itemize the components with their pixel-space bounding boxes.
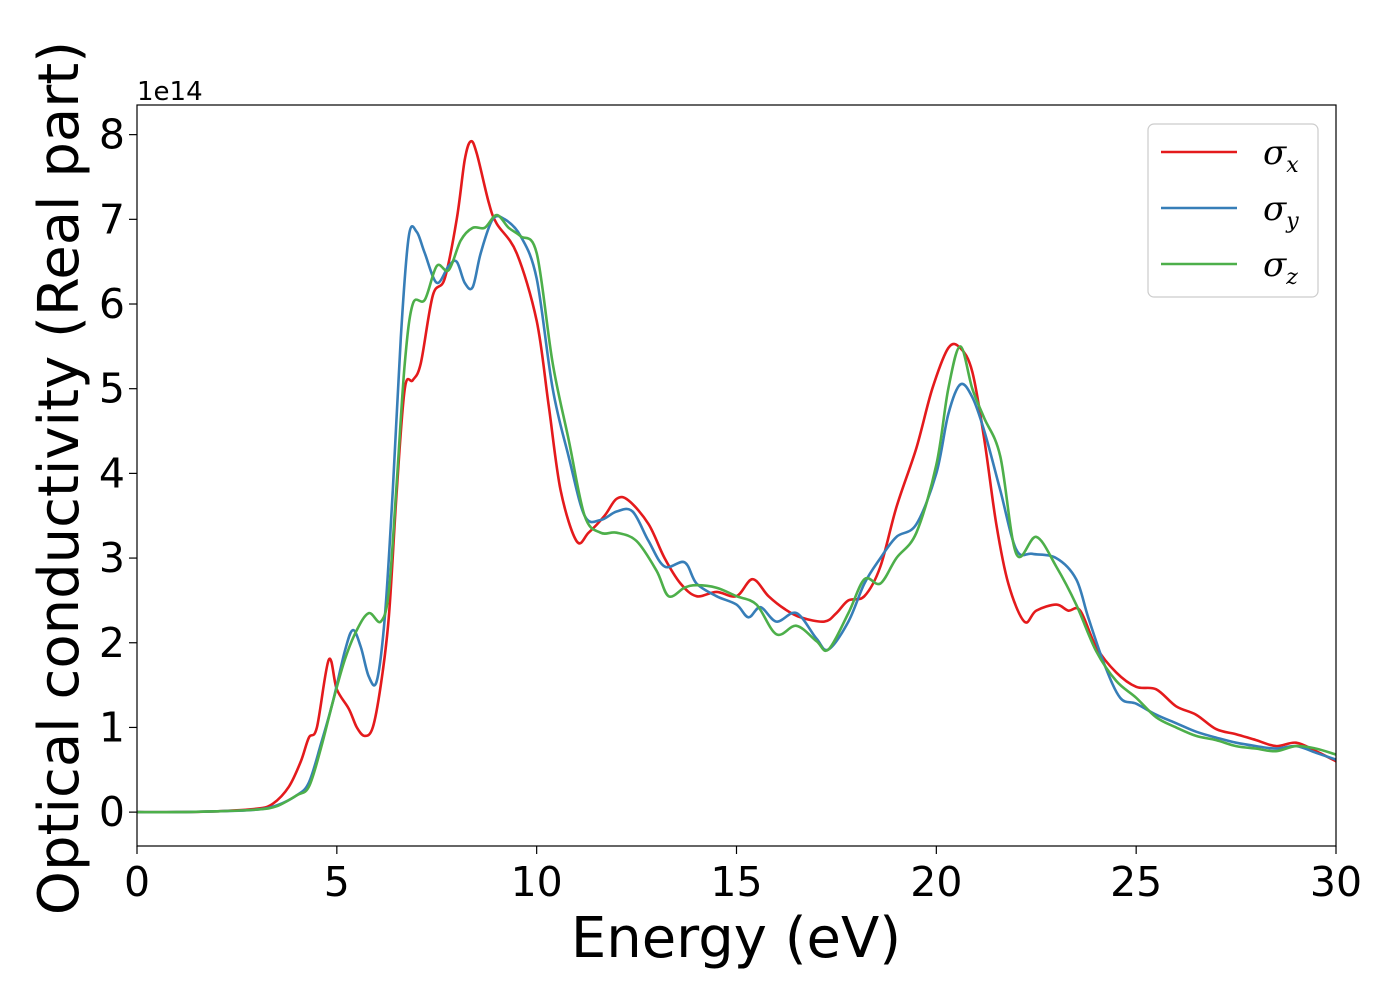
legend-label-x: σx	[1263, 133, 1299, 178]
x-axis-title: Energy (eV)	[571, 906, 901, 971]
x-tick-label: 10	[511, 858, 563, 906]
series-line-x	[137, 139, 1336, 814]
x-axis: 0 5 10 15 20 25 30	[124, 846, 1362, 906]
series-line-y	[137, 214, 1336, 814]
y-tick-label: 6	[99, 280, 125, 328]
y-tick-label: 1	[99, 703, 125, 751]
x-tick-label: 15	[710, 858, 762, 906]
y-axis-title: Optical conductivity (Real part)	[27, 41, 92, 915]
legend-label-y: σy	[1263, 189, 1299, 234]
y-tick-label: 0	[99, 788, 125, 836]
y-tick-label: 7	[99, 195, 125, 243]
x-tick-label: 0	[124, 858, 150, 906]
y-tick-label: 8	[99, 111, 125, 159]
x-tick-label: 5	[324, 858, 350, 906]
series-layer	[137, 139, 1336, 814]
y-tick-label: 5	[99, 365, 125, 413]
legend-box	[1147, 123, 1319, 298]
legend: σx σy σz	[1147, 123, 1319, 298]
y-tick-label: 2	[99, 619, 125, 667]
y-offset-label: 1e14	[137, 77, 203, 107]
y-axis: 0 1 2 3 4 5 6 7 8	[99, 111, 137, 836]
x-tick-label: 25	[1110, 858, 1162, 906]
y-tick-label: 3	[99, 534, 125, 582]
legend-label-z: σz	[1263, 245, 1298, 290]
x-tick-label: 30	[1310, 858, 1362, 906]
x-tick-label: 20	[910, 858, 962, 906]
series-line-z	[137, 213, 1336, 814]
y-tick-label: 4	[99, 449, 125, 497]
